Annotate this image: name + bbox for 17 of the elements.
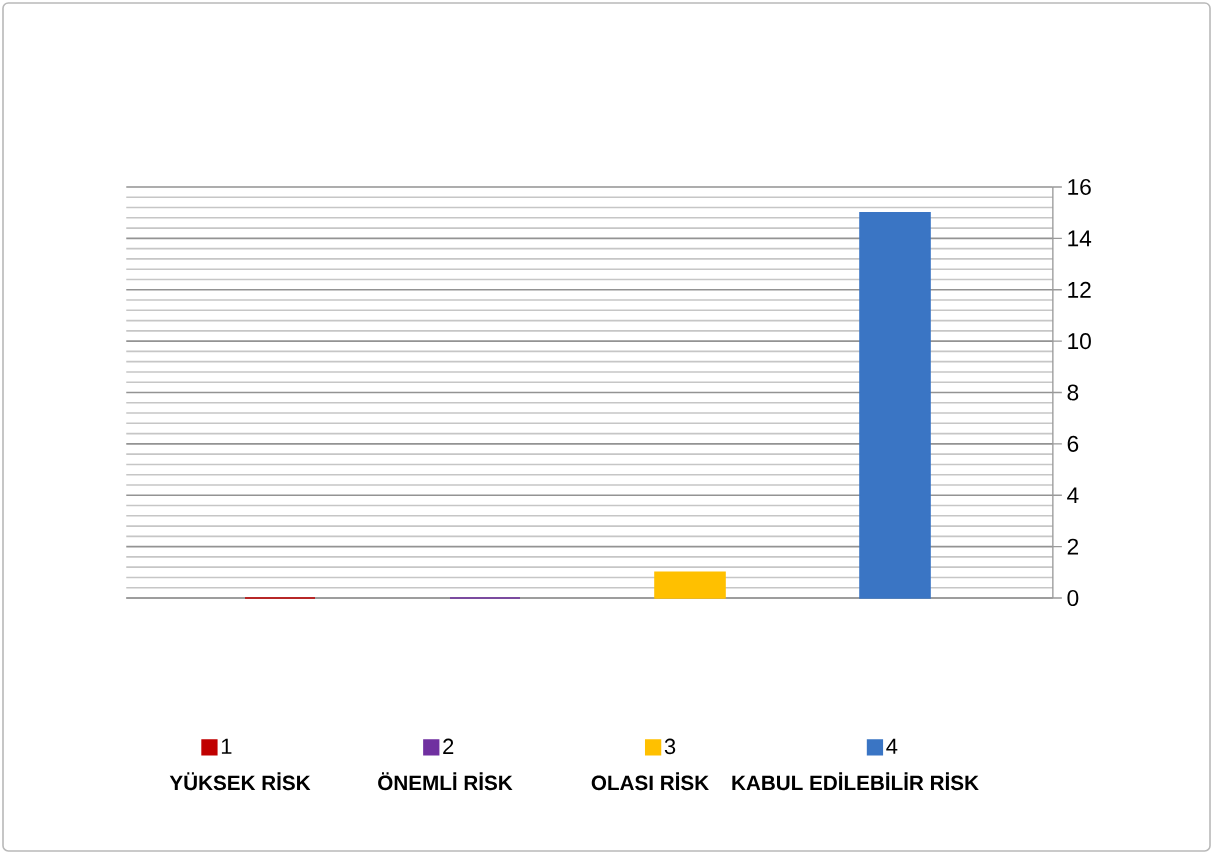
legend-label: 2 (443, 738, 454, 754)
text: ÖNEMLİ RİSK (378, 772, 513, 791)
legend-label: 4 (886, 738, 898, 754)
y-tick-label: 4 (1067, 487, 1079, 504)
y-tick-label: 6 (1067, 435, 1079, 452)
y-tick-label: 12 (1068, 281, 1091, 298)
y-tick-label: 2 (1067, 538, 1079, 555)
y-tick-label: 10 (1068, 333, 1091, 350)
legend-label: 1 (221, 738, 232, 754)
y-tick-label: 0 (1067, 589, 1079, 607)
text: OLASI RİSK (591, 772, 709, 791)
y-tick-label: 8 (1067, 384, 1079, 401)
text: KABUL EDİLEBİLİR RİSK (732, 772, 979, 791)
y-tick-label: 14 (1068, 230, 1092, 247)
text: YÜKSEK RİSK (169, 772, 311, 791)
y-tick-label: 16 (1068, 178, 1091, 196)
legend-label: 3 (664, 738, 676, 755)
